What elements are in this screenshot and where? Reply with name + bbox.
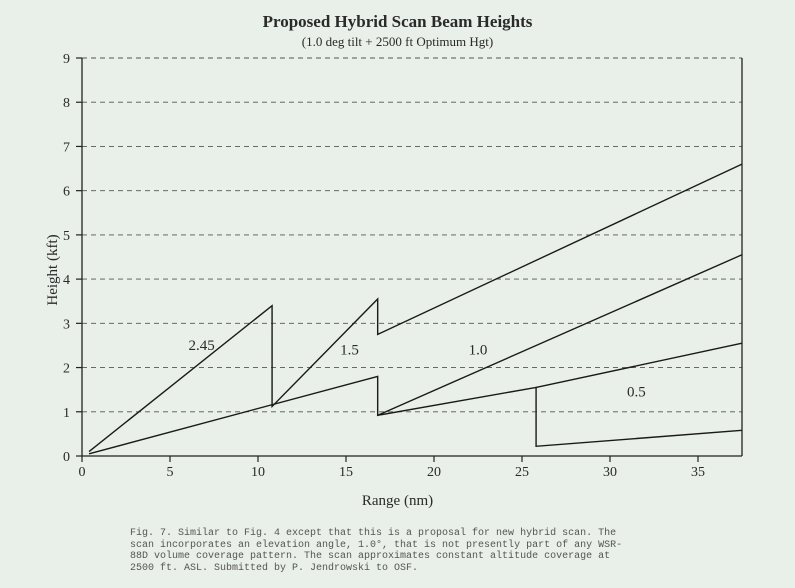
ytick-label: 4 [63,273,70,288]
xtick-label: 20 [427,465,441,480]
chart-plot-area: 0 1 2 3 4 5 6 7 8 9 0 5 10 15 20 25 30 35 2.45 1.5 1.0 0.5 [0,0,795,588]
annotation-label: 1.0 [469,342,488,358]
annotation-label: 0.5 [627,384,646,400]
xtick-label: 5 [167,465,174,480]
ytick-label: 6 [63,185,70,200]
ytick-label: 7 [63,140,70,155]
xtick-label: 35 [691,465,705,480]
ytick-label: 5 [63,229,70,244]
xtick-label: 25 [515,465,529,480]
series-lower [378,387,742,446]
xtick-label: 10 [251,465,265,480]
ytick-label: 1 [63,406,70,421]
xtick-label: 30 [603,465,617,480]
ytick-label: 2 [63,362,70,377]
series-middle [89,255,742,454]
series-lower-upper [536,343,742,387]
page-root: { "chart": { "type": "line", "title": "P… [0,0,795,588]
ytick-label: 0 [63,450,70,465]
annotation-label: 1.5 [340,342,359,358]
xtick-label: 0 [79,465,86,480]
ytick-label: 9 [63,52,70,67]
annotation-label: 2.45 [189,338,215,354]
xtick-label: 15 [339,465,353,480]
ytick-label: 8 [63,96,70,111]
ytick-label: 3 [63,317,70,332]
